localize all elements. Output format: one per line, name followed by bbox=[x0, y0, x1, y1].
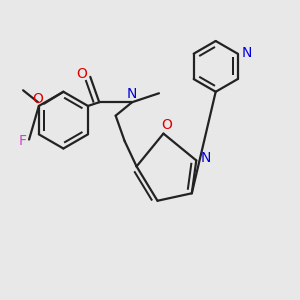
Text: O: O bbox=[161, 118, 172, 132]
Text: N: N bbox=[201, 151, 211, 165]
Text: N: N bbox=[242, 46, 252, 60]
Text: O: O bbox=[76, 68, 87, 82]
Text: N: N bbox=[127, 87, 137, 101]
Text: O: O bbox=[33, 92, 44, 106]
Text: F: F bbox=[19, 134, 27, 148]
